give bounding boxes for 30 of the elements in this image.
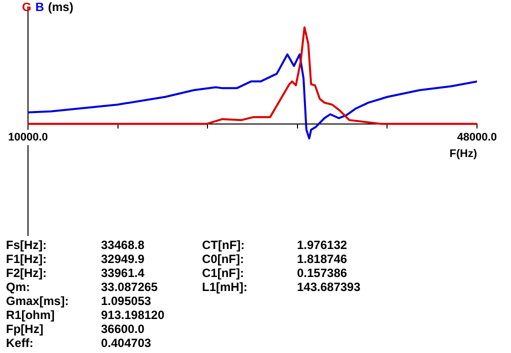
x-tick-label: 48000.0 <box>457 132 497 144</box>
text: 1.976132 <box>297 238 348 252</box>
text: 0.157386 <box>297 266 348 280</box>
y-axis-title: (ms) <box>48 0 74 14</box>
text: L1[mH]: <box>202 280 248 294</box>
text: R1[ohm] <box>6 308 56 322</box>
text: 33468.8 <box>101 238 146 252</box>
text: 33.087265 <box>101 280 159 294</box>
text: C0[nF]: <box>202 252 245 266</box>
text: F2[Hz]: <box>6 266 48 280</box>
text: Fp[Hz] <box>6 322 44 336</box>
text: Qm: <box>6 280 31 294</box>
x-tick-label: 10000.0 <box>8 132 48 144</box>
text: 33961.4 <box>101 266 146 280</box>
text: 1.095053 <box>101 294 152 308</box>
text: Keff: <box>6 336 34 350</box>
text: 32949.9 <box>101 252 146 266</box>
text: B <box>35 0 44 14</box>
text: CT[nF]: <box>202 238 246 252</box>
text: 1.818746 <box>297 252 348 266</box>
x-axis-title: F(Hz) <box>450 148 478 160</box>
text: G <box>22 0 32 14</box>
text: 913.198120 <box>101 308 166 322</box>
text: 36600.0 <box>101 322 146 336</box>
text: C1[nF]: <box>202 266 245 280</box>
text: F1[Hz]: <box>6 252 48 266</box>
text: Fs[Hz]: <box>6 238 48 252</box>
text: 143.687393 <box>297 280 362 294</box>
text: 0.404703 <box>101 336 152 350</box>
text: Gmax[ms]: <box>6 294 70 308</box>
